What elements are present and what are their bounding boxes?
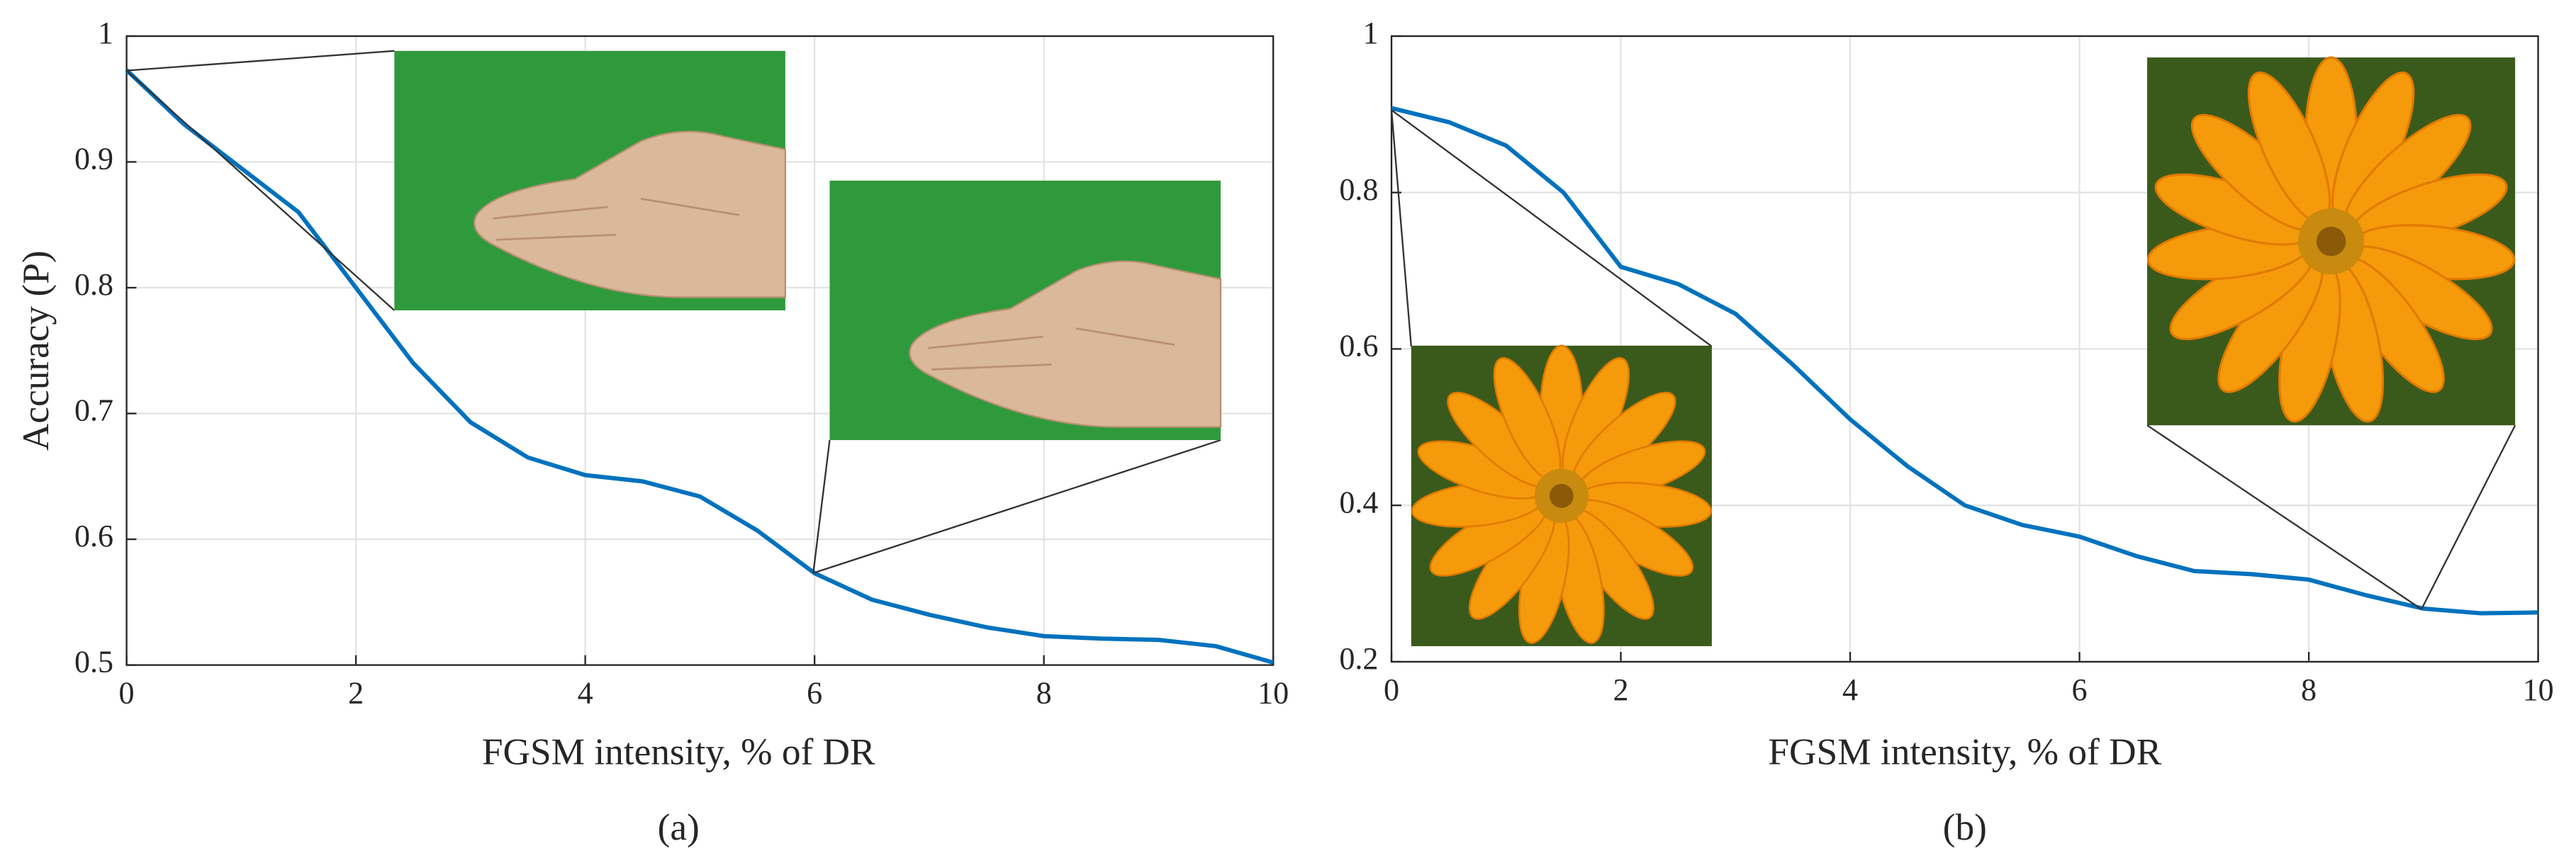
y-tick-label: 0.5 bbox=[74, 645, 113, 680]
y-axis-label: Accuracy (P) bbox=[15, 250, 57, 451]
x-tick-label: 2 bbox=[348, 676, 364, 711]
x-tick-label: 10 bbox=[2523, 672, 2554, 707]
axes-box bbox=[125, 35, 1275, 666]
x-tick-label: 4 bbox=[1842, 672, 1858, 707]
callout-line bbox=[125, 69, 396, 311]
y-tick-label: 0.4 bbox=[1339, 485, 1378, 519]
callout-line bbox=[812, 439, 831, 573]
x-axis-label: FGSM intensity, % of DR bbox=[482, 731, 875, 772]
callout-line bbox=[126, 50, 395, 72]
y-tick-label: 1 bbox=[1362, 16, 1378, 50]
axes-box bbox=[1390, 35, 2539, 663]
inset-image bbox=[1410, 346, 1713, 648]
insets bbox=[125, 50, 2516, 610]
y-tick-label: 0.7 bbox=[74, 393, 113, 428]
y-tick-label: 0.2 bbox=[1339, 641, 1378, 676]
y-tick-label: 0.8 bbox=[1339, 172, 1378, 207]
callout-line bbox=[2421, 424, 2516, 610]
x-tick-label: 4 bbox=[578, 676, 593, 711]
y-tick-label: 0.8 bbox=[74, 267, 113, 302]
callout-line bbox=[1390, 110, 1412, 347]
x-tick-label: 6 bbox=[2072, 672, 2088, 707]
y-tick-label: 0.6 bbox=[74, 519, 113, 553]
x-tick-label: 0 bbox=[1384, 672, 1399, 707]
inset-image bbox=[393, 50, 787, 312]
caption: (a) bbox=[658, 806, 700, 848]
x-axis-label: FGSM intensity, % of DR bbox=[1768, 731, 2161, 772]
y-tick-label: 1 bbox=[98, 16, 113, 50]
x-tick-label: 6 bbox=[807, 676, 822, 711]
x-tick-label: 10 bbox=[1258, 676, 1289, 711]
x-tick-label: 8 bbox=[2301, 672, 2317, 707]
data-line bbox=[125, 68, 1274, 665]
y-tick-label: 0.6 bbox=[1339, 329, 1378, 363]
inset-image bbox=[2146, 57, 2517, 427]
data-line bbox=[1391, 106, 2538, 616]
callout-line bbox=[812, 439, 1221, 574]
callout-line bbox=[2146, 424, 2422, 610]
y-tick-label: 0.9 bbox=[74, 142, 113, 176]
x-tick-label: 2 bbox=[1613, 672, 1629, 707]
x-tick-label: 0 bbox=[119, 676, 135, 711]
caption: (b) bbox=[1943, 806, 1987, 848]
inset-image bbox=[829, 179, 1222, 441]
callout-line bbox=[1391, 109, 1713, 347]
x-tick-label: 8 bbox=[1036, 676, 1052, 711]
